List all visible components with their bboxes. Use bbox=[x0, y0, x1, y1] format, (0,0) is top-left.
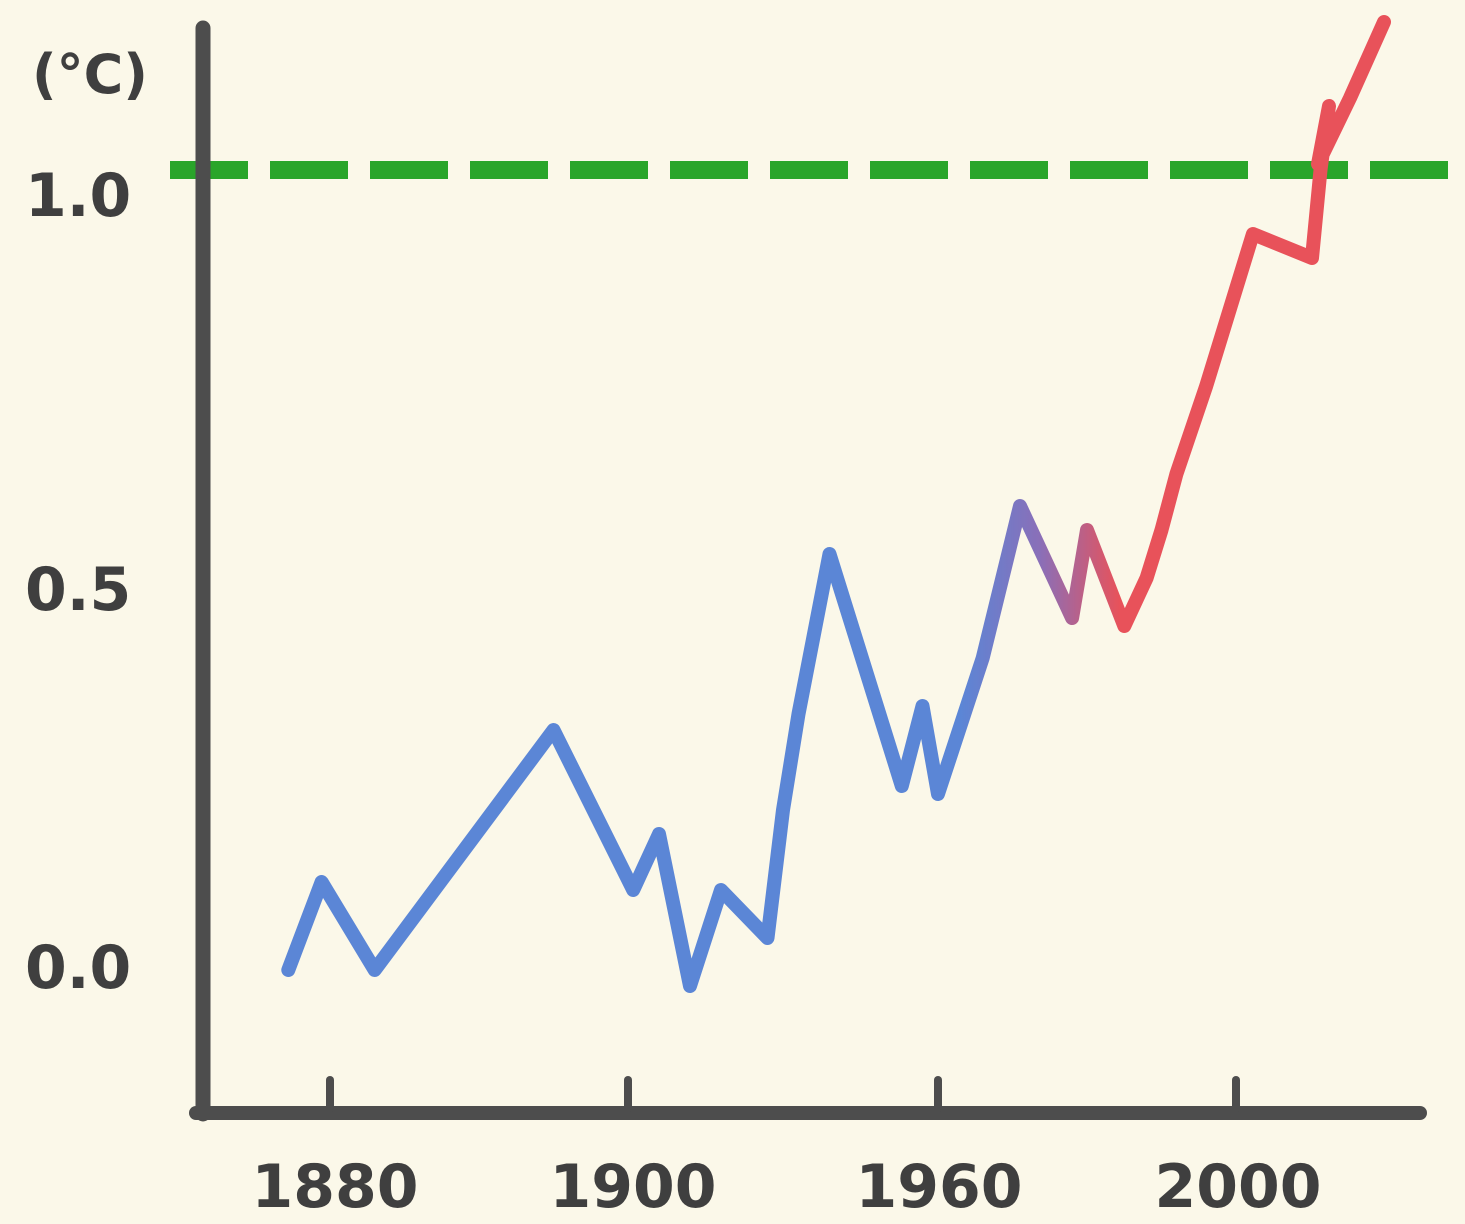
x-tick-marks bbox=[326, 1076, 1240, 1112]
x-tick-label: 1960 bbox=[856, 1152, 1023, 1222]
y-tick-label: 0.0 bbox=[25, 933, 131, 1003]
y-tick-label: 1.0 bbox=[25, 161, 131, 231]
temperature-series-line bbox=[281, 15, 1391, 993]
y-tick-label: 0.5 bbox=[25, 555, 131, 625]
x-tick-label: 1900 bbox=[550, 1152, 717, 1222]
y-axis-unit-label: (°C) bbox=[32, 43, 148, 106]
x-tick-label: 2000 bbox=[1155, 1152, 1322, 1222]
x-tick-label: 1880 bbox=[252, 1152, 419, 1222]
